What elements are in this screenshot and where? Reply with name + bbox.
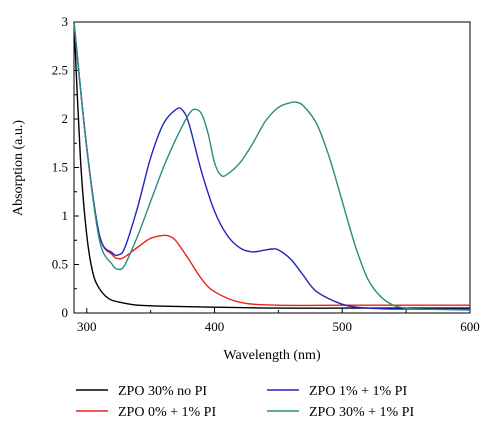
legend-label: ZPO 30% no PI bbox=[118, 384, 207, 399]
legend: ZPO 30% no PI ZPO 0% + 1% PI ZPO 1% + 1% P… bbox=[76, 384, 414, 420]
x-tick-label: 500 bbox=[333, 319, 353, 334]
y-tick-label: 0 bbox=[62, 305, 69, 320]
y-tick-label: 3 bbox=[62, 14, 69, 29]
x-tick-label: 400 bbox=[205, 319, 225, 334]
y-axis-ticks: 0 0.5 1 1.5 2 2.5 3 bbox=[52, 14, 79, 320]
x-axis-ticks: 300 400 500 600 bbox=[77, 308, 480, 334]
y-tick-label: 2.5 bbox=[52, 63, 68, 78]
series-line bbox=[73, 21, 470, 309]
y-tick-label: 2 bbox=[62, 111, 69, 126]
x-axis-title: Wavelength (nm) bbox=[223, 348, 321, 363]
legend-label: ZPO 1% + 1% PI bbox=[309, 384, 407, 399]
series-line bbox=[73, 21, 471, 311]
x-tick-label: 600 bbox=[460, 319, 480, 334]
plot-frame bbox=[73, 21, 471, 314]
legend-label: ZPO 30% + 1% PI bbox=[309, 405, 414, 420]
plot-area bbox=[73, 21, 471, 314]
y-tick-label: 0.5 bbox=[52, 257, 68, 272]
y-tick-label: 1 bbox=[62, 208, 69, 223]
series-layer bbox=[73, 21, 471, 311]
series-line bbox=[73, 21, 470, 307]
series-line bbox=[73, 21, 471, 310]
legend-label: ZPO 0% + 1% PI bbox=[118, 405, 216, 420]
y-axis-title: Absorption (a.u.) bbox=[11, 120, 26, 216]
y-tick-label: 1.5 bbox=[52, 160, 68, 175]
x-tick-label: 300 bbox=[77, 319, 97, 334]
